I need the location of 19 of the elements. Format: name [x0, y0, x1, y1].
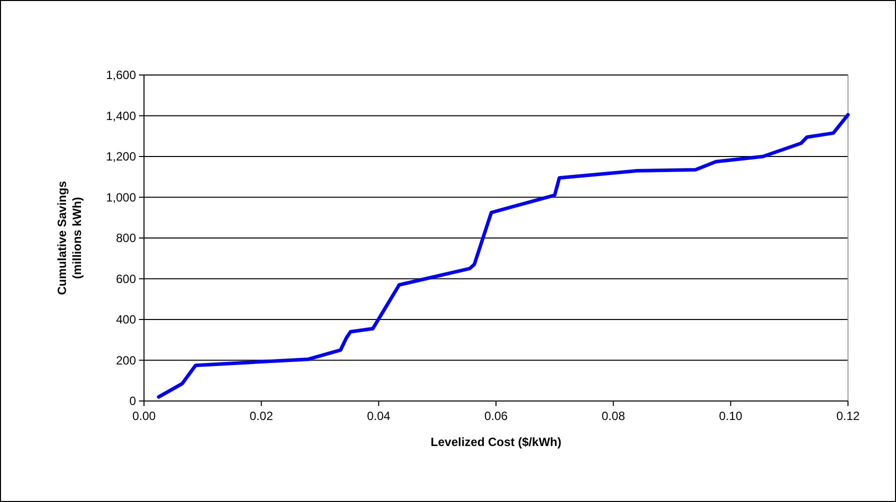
y-tick-label: 600 — [116, 272, 136, 286]
x-tick-label: 0.06 — [484, 409, 508, 423]
y-tick-label: 800 — [116, 231, 136, 246]
y-tick-label: 200 — [116, 353, 136, 368]
line-series — [156, 112, 850, 399]
y-tick-label: 1,400 — [106, 108, 136, 123]
y-axis-title: Cumulative Savings (millions kWh) — [55, 180, 84, 296]
x-tick-label: 0.04 — [366, 409, 391, 423]
y-tick-label: 400 — [116, 312, 136, 327]
y-tick-label: 0 — [129, 394, 136, 408]
x-tick-label: 0.12 — [836, 409, 860, 423]
y-tick-label: 1,000 — [106, 190, 136, 204]
x-tick-label: 0.02 — [250, 409, 274, 423]
y-tick-label: 1,600 — [106, 68, 136, 82]
x-axis-title: Levelized Cost ($/kWh) — [430, 435, 562, 449]
x-tick-label: 0.00 — [132, 409, 156, 423]
y-tick-label: 1,200 — [106, 150, 136, 164]
x-tick-label: 0.10 — [718, 409, 743, 423]
x-tick-label: 0.08 — [602, 409, 626, 423]
